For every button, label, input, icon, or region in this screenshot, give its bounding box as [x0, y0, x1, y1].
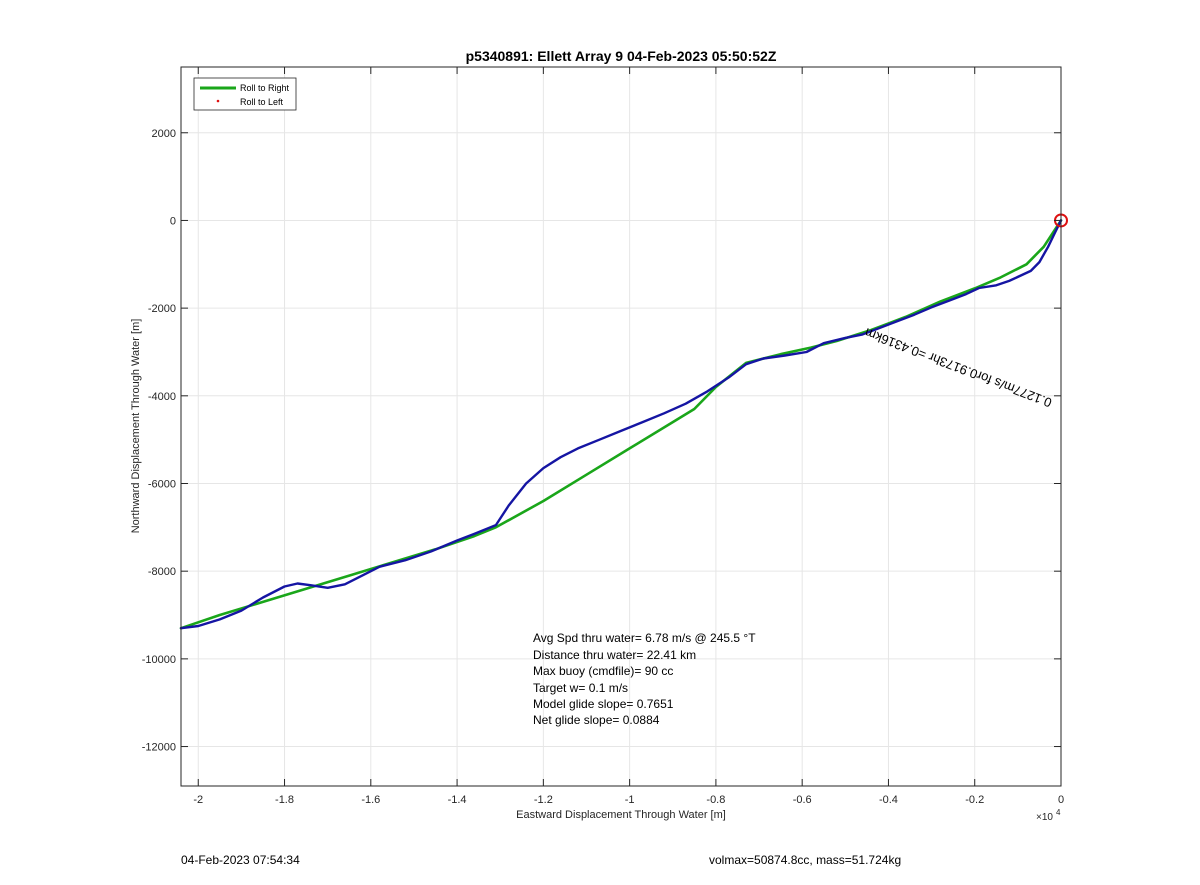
chart-title: p5340891: Ellett Array 9 04-Feb-2023 05:… — [466, 48, 777, 64]
stats-line: Avg Spd thru water= 6.78 m/s @ 245.5 °T — [533, 631, 756, 645]
y-tick-label: -10000 — [142, 654, 176, 666]
x-tick-label: 0 — [1058, 794, 1064, 806]
x-multiplier-exponent: 4 — [1056, 808, 1061, 817]
x-tick-label: -1.8 — [275, 794, 294, 806]
x-tick-label: -1.6 — [361, 794, 380, 806]
stats-line: Target w= 0.1 m/s — [533, 681, 628, 695]
x-tick-label: -0.8 — [706, 794, 725, 806]
stats-line: Distance thru water= 22.41 km — [533, 648, 696, 662]
x-tick-label: -2 — [193, 794, 203, 806]
y-tick-label: -6000 — [148, 478, 176, 490]
y-axis-label: Northward Displacement Through Water [m] — [130, 319, 142, 534]
legend-swatch-roll-left — [216, 99, 220, 103]
legend-label-roll-left: Roll to Left — [240, 97, 284, 107]
y-tick-label: -12000 — [142, 742, 176, 754]
y-tick-label: 2000 — [152, 128, 176, 140]
footer-timestamp: 04-Feb-2023 07:54:34 — [181, 853, 300, 867]
footer-mass-info: volmax=50874.8cc, mass=51.724kg — [709, 853, 902, 867]
y-tick-label: 0 — [170, 215, 176, 227]
x-multiplier-base: ×10 — [1036, 812, 1053, 823]
y-tick-label: -4000 — [148, 391, 176, 403]
plot-frame — [180, 66, 1062, 787]
plot-area — [181, 67, 1061, 786]
stats-line: Max buoy (cmdfile)= 90 cc — [533, 664, 673, 678]
x-tick-label: -0.2 — [965, 794, 984, 806]
series-layer — [179, 219, 1063, 630]
x-tick-label: -1.2 — [534, 794, 553, 806]
axis-ticks: -2 -1.8 -1.6 -1.4 -1.2 -1 -0.8 -0.6 -0.4 -0.2 0 200… — [142, 67, 1064, 806]
stats-line: Net glide slope= 0.0884 — [533, 713, 660, 727]
stats-text: Avg Spd thru water= 6.78 m/s @ 245.5 °T … — [533, 631, 756, 727]
x-tick-label: -0.4 — [879, 794, 898, 806]
stats-line: Model glide slope= 0.7651 — [533, 697, 674, 711]
x-axis-label: Eastward Displacement Through Water [m] — [516, 809, 726, 821]
series-line-1 — [179, 219, 1063, 630]
y-tick-label: -2000 — [148, 303, 176, 315]
legend-label-roll-right: Roll to Right — [240, 83, 290, 93]
x-tick-label: -1.4 — [448, 794, 467, 806]
x-tick-label: -0.6 — [793, 794, 812, 806]
x-tick-label: -1 — [625, 794, 635, 806]
legend-box — [193, 77, 297, 111]
y-tick-label: -8000 — [148, 566, 176, 578]
legend: Roll to Right Roll to Left — [193, 77, 297, 111]
x-axis-multiplier: ×10 4 — [1036, 808, 1061, 823]
series-line-2 — [179, 219, 1063, 630]
